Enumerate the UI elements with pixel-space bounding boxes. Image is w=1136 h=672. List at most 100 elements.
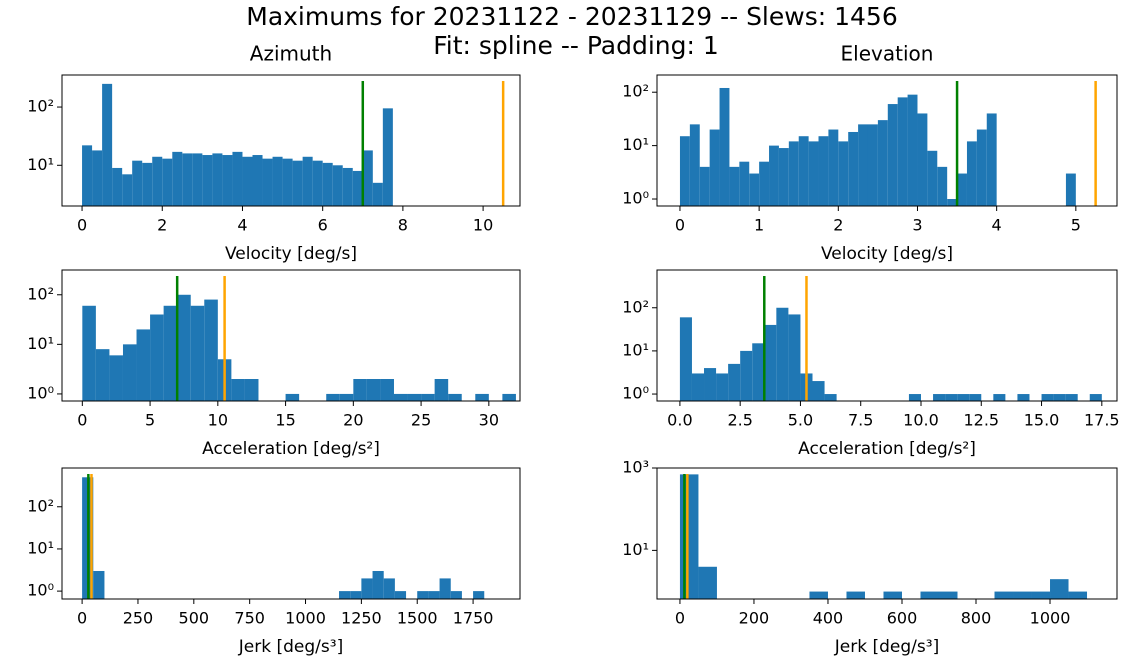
subplot-title: Elevation (841, 42, 934, 66)
bar (244, 379, 259, 401)
bar (332, 165, 343, 206)
y-tick-label: 10¹ (622, 135, 649, 154)
x-tick-label: 200 (739, 609, 770, 628)
bar (172, 151, 183, 206)
y-tick-label: 10³ (622, 458, 649, 477)
plot-frame (656, 74, 1118, 207)
bar (95, 349, 110, 401)
x-tick-label: 0 (77, 411, 87, 430)
x-tick-label: 0 (77, 216, 87, 235)
y-tick-label: 10¹ (622, 340, 649, 359)
bar (353, 379, 367, 401)
bar (704, 368, 717, 401)
bar (938, 591, 958, 599)
x-axis-label: Velocity [deg/s] (225, 244, 357, 264)
x-tick-label: 5 (145, 411, 155, 430)
bar (917, 113, 928, 206)
bar (272, 156, 283, 206)
x-tick-label: 0 (77, 609, 87, 628)
x-tick-label: 1000 (285, 609, 326, 628)
plot-frame (656, 269, 1118, 402)
x-tick-label: 5.0 (788, 411, 813, 430)
bar (394, 591, 407, 599)
bar (812, 381, 825, 401)
bar (828, 129, 839, 206)
bar (957, 173, 967, 206)
bar (136, 329, 151, 401)
x-tick-label: 0.0 (667, 411, 692, 430)
x-tick-label: 12.5 (963, 411, 999, 430)
bar (350, 591, 362, 599)
y-tick-label: 10² (622, 82, 649, 101)
x-tick-label: 30 (479, 411, 499, 430)
bar (372, 570, 384, 599)
x-tick-label: 4 (237, 216, 247, 235)
x-tick-label: 1500 (397, 609, 438, 628)
x-axis-label: Acceleration [deg/s²] (798, 439, 976, 459)
bar (728, 363, 741, 401)
bar (1065, 173, 1076, 206)
x-axis-label: Acceleration [deg/s²] (202, 439, 380, 459)
bar (1017, 394, 1030, 401)
bar (177, 294, 191, 401)
x-axis-label: Jerk [deg/s³] (834, 637, 939, 657)
bar (339, 393, 354, 401)
x-axis-label: Jerk [deg/s³] (238, 637, 343, 657)
bar (749, 173, 760, 206)
bar (1089, 394, 1102, 401)
bar (93, 570, 105, 599)
bar (788, 141, 799, 206)
bar (993, 394, 1006, 401)
bar (679, 136, 690, 206)
x-tick-label: 7.5 (848, 411, 873, 430)
bar (428, 591, 440, 599)
bar (202, 155, 213, 206)
x-axis-label: Velocity [deg/s] (821, 244, 953, 264)
bar (292, 160, 303, 206)
bar (142, 162, 153, 206)
bar (798, 136, 809, 206)
bar (122, 174, 133, 206)
subplot-title: Azimuth (250, 42, 332, 66)
bar (252, 155, 263, 206)
bar (1065, 394, 1078, 401)
x-tick-label: 1250 (341, 609, 382, 628)
bar (393, 393, 408, 401)
bar (877, 120, 888, 206)
plot-frame (61, 467, 521, 600)
bar (362, 150, 373, 206)
bar (907, 94, 918, 206)
bar (450, 591, 462, 599)
x-tick-label: 25 (411, 411, 431, 430)
bar (887, 104, 898, 206)
bar (808, 141, 819, 206)
bar (339, 591, 351, 599)
bar (691, 373, 705, 401)
y-tick-label: 10¹ (27, 538, 54, 557)
plot-frame (61, 74, 521, 207)
plot-frame (656, 467, 1118, 600)
bar (1050, 579, 1069, 599)
bar (867, 124, 878, 206)
bar (769, 145, 779, 206)
bar (1068, 591, 1088, 599)
bar (380, 379, 394, 401)
bar (1041, 394, 1054, 401)
bar (222, 155, 233, 206)
bar (475, 393, 489, 401)
bar (150, 314, 164, 401)
bar (957, 394, 970, 401)
y-tick-label: 10² (27, 284, 54, 303)
x-tick-label: 500 (179, 609, 210, 628)
x-tick-label: 800 (961, 609, 992, 628)
x-tick-label: 15 (275, 411, 295, 430)
bar (689, 124, 700, 206)
bar (729, 166, 740, 206)
bar (417, 591, 429, 599)
bar (752, 343, 765, 401)
y-tick-label: 10² (27, 496, 54, 515)
bar (716, 373, 729, 401)
bar (312, 160, 323, 206)
bar (709, 129, 720, 206)
